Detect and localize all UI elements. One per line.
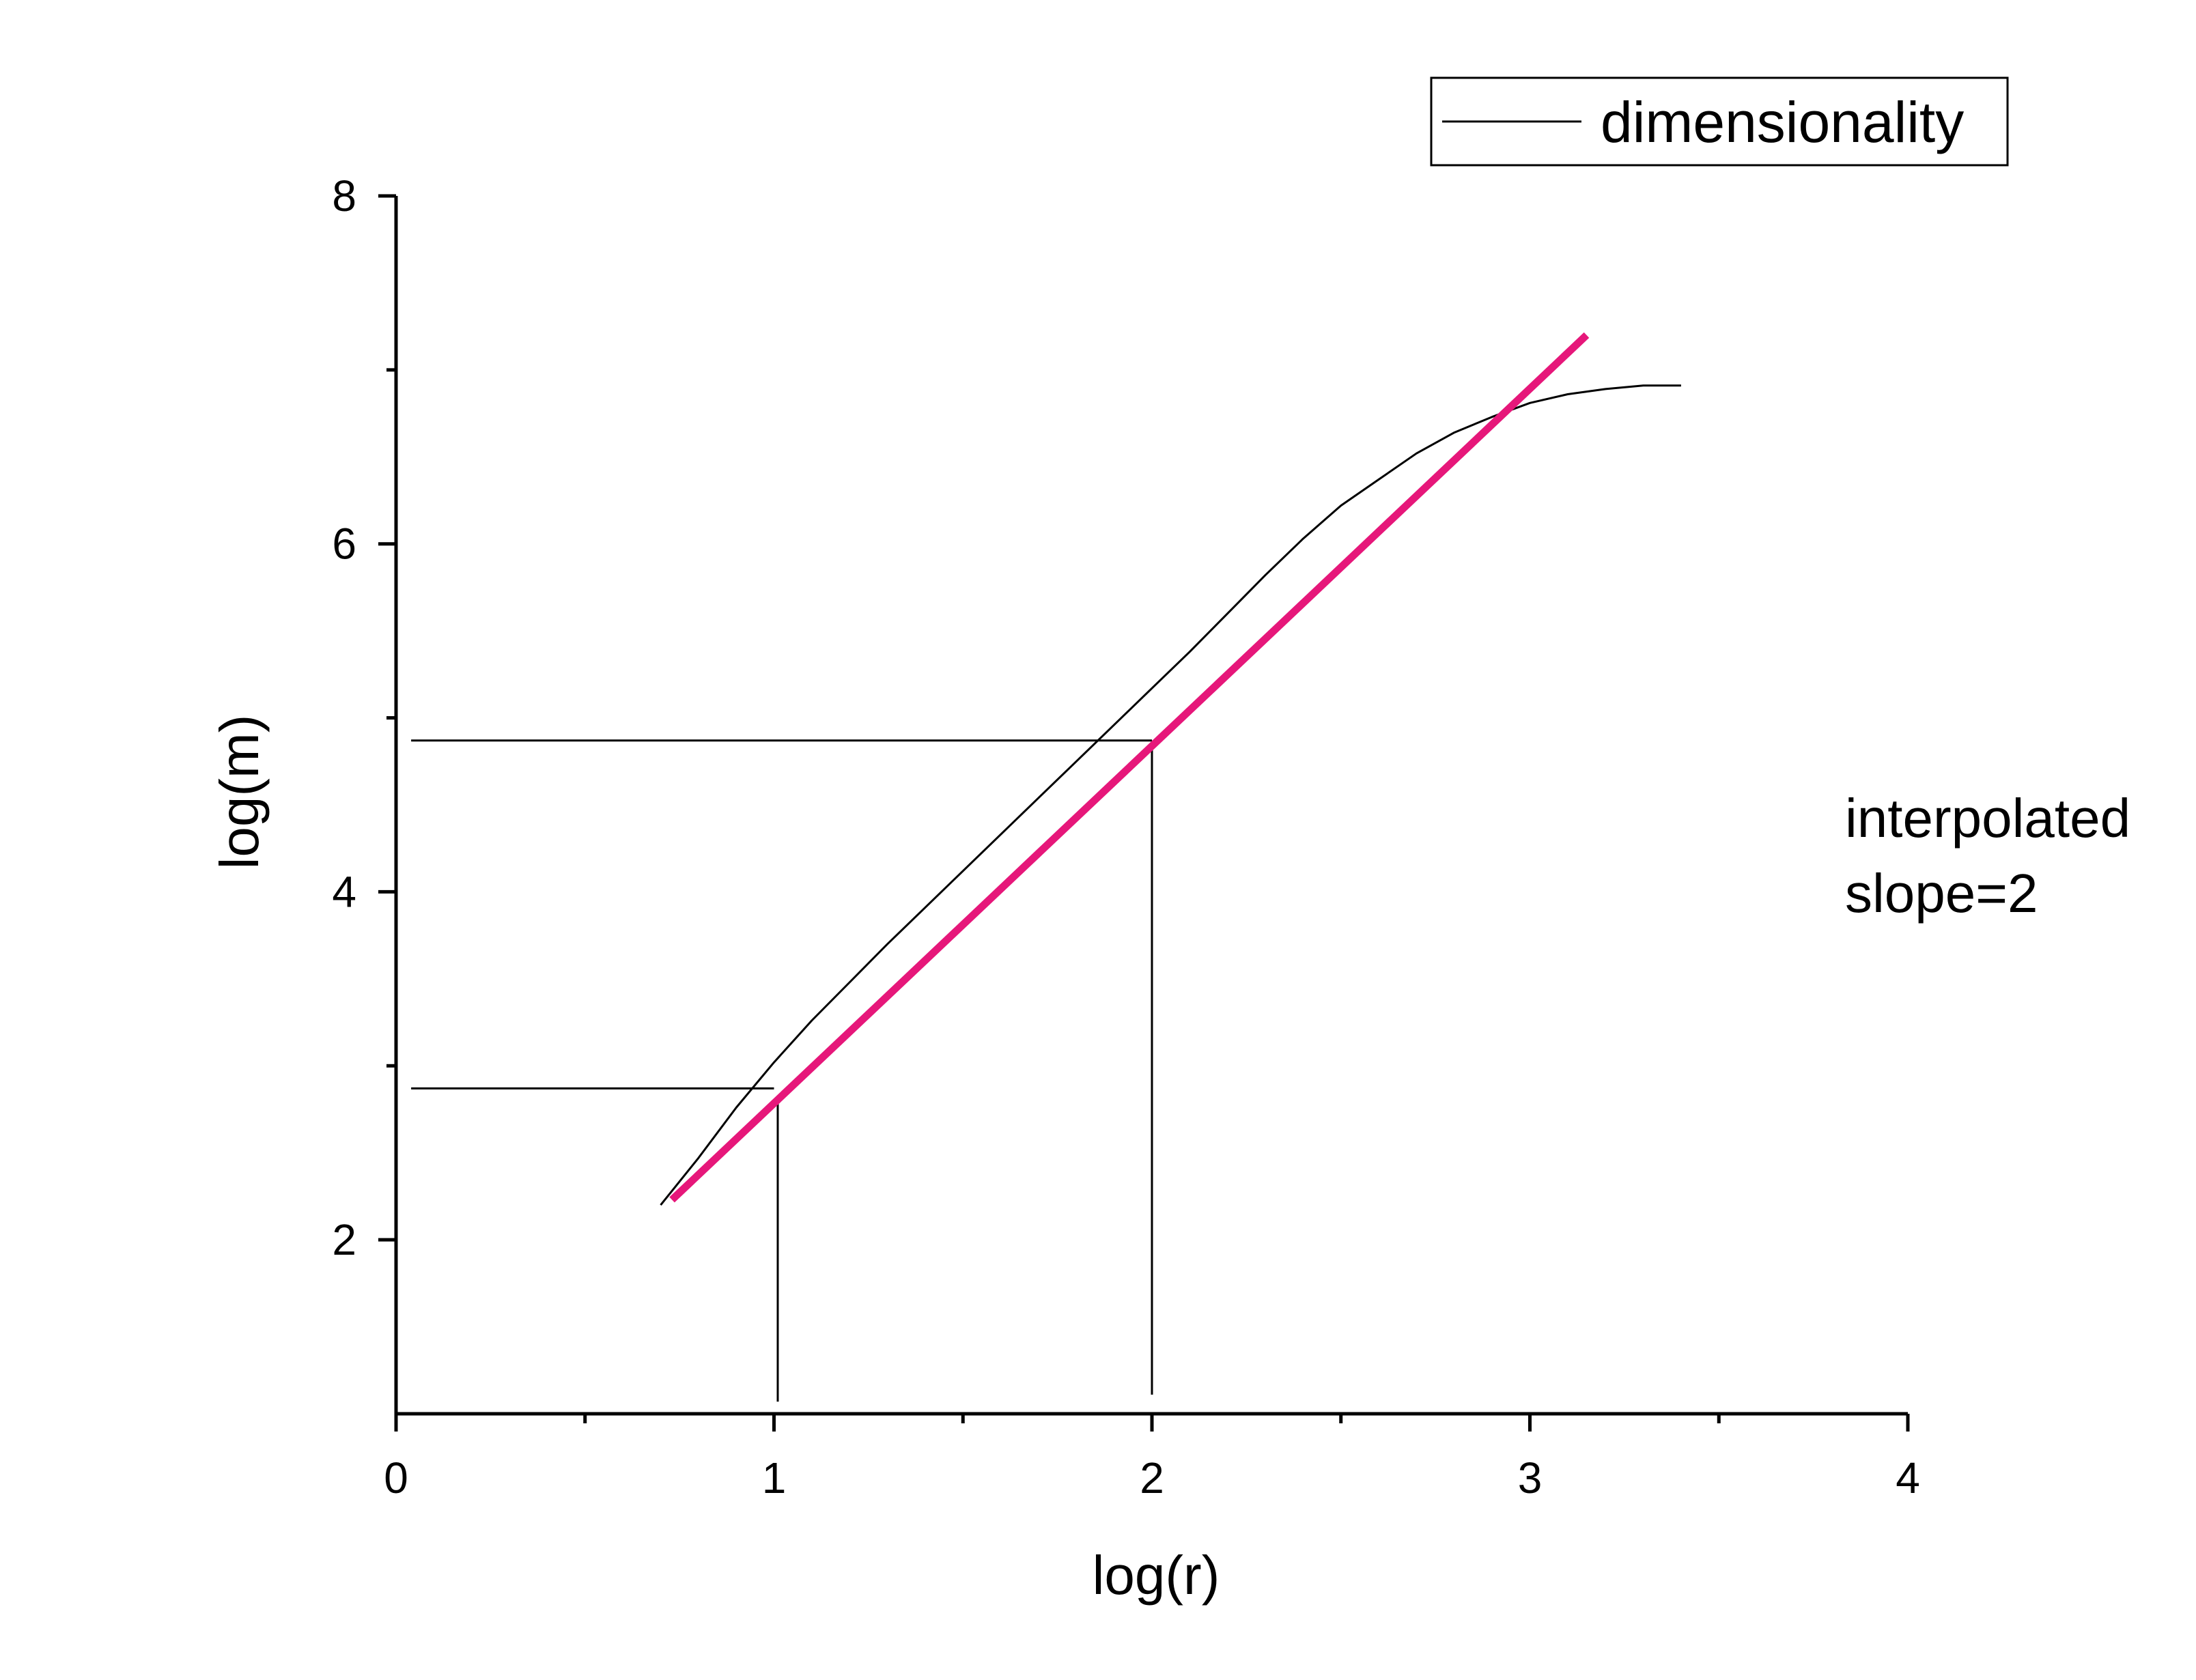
reference-lines [411, 739, 1153, 1402]
x-tick-label: 0 [384, 1453, 408, 1503]
series-line-dimensionality [660, 384, 1681, 1206]
y-tick-label: 4 [332, 867, 356, 916]
annotation: interpolated slope=2 [1845, 788, 2130, 924]
x-tick-label: 2 [1140, 1453, 1164, 1503]
fit-line-layer [669, 332, 1590, 1203]
fit-line [669, 332, 1590, 1203]
x-tick-label: 3 [1518, 1453, 1543, 1503]
x-tick-label: 4 [1896, 1453, 1920, 1503]
tick-labels: 0 1 2 3 4 2 4 6 8 [332, 171, 1919, 1503]
y-axis-title: log(m) [209, 715, 270, 870]
y-tick-label: 6 [332, 519, 356, 569]
x-axis-title: log(r) [1093, 1545, 1220, 1606]
y-tick-label: 8 [332, 171, 356, 220]
legend-label: dimensionality [1601, 90, 1964, 154]
y-tick-label: 2 [332, 1215, 356, 1264]
legend: dimensionality [1430, 76, 2009, 167]
series-layer [660, 384, 1681, 1206]
axes [378, 194, 1910, 1432]
x-tick-label: 1 [762, 1453, 787, 1503]
annotation-line-2: slope=2 [1845, 863, 2038, 924]
annotation-line-1: interpolated [1845, 788, 2130, 849]
